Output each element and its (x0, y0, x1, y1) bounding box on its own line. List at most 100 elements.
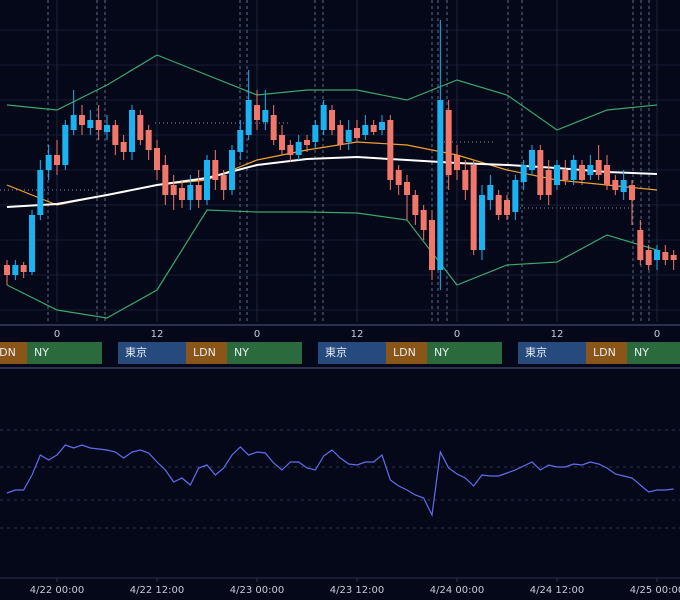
candle-body (287, 145, 294, 155)
candle-body (654, 250, 660, 260)
candle-body (37, 170, 44, 215)
candle-body (154, 148, 160, 170)
candle-body (62, 125, 69, 165)
candle-body (29, 215, 35, 272)
candle-body (170, 185, 177, 195)
session-label: 東京 (525, 345, 547, 359)
indicator-line (6, 54, 658, 131)
candle-body (362, 125, 369, 135)
candle-body (95, 120, 102, 130)
session-block (427, 342, 502, 364)
candle-body (4, 265, 10, 275)
candle-body (529, 150, 535, 170)
candle-body (404, 182, 410, 195)
level-lines (0, 122, 635, 209)
session-block (386, 342, 427, 364)
x-tick-label: 4/22 00:00 (30, 585, 84, 596)
candle-body (504, 200, 510, 215)
session-block (586, 342, 627, 364)
candle-body (462, 170, 469, 190)
candle-body (345, 130, 352, 142)
candle-body (262, 110, 269, 122)
candle-body (612, 180, 619, 190)
candle-body (670, 255, 677, 260)
candle-body (379, 122, 385, 130)
session-label: LDN (0, 346, 16, 359)
candle-body (420, 210, 427, 230)
candle-body (87, 120, 94, 128)
candle-body (620, 180, 627, 192)
candle-body (495, 195, 502, 215)
candle-body (454, 155, 460, 170)
candle-body (337, 125, 344, 145)
candle-body (579, 165, 585, 180)
session-label: NY (434, 346, 449, 359)
session-label: NY (234, 346, 249, 359)
candle-body (320, 105, 327, 130)
candle-body (629, 185, 635, 200)
indicator-line (6, 209, 658, 319)
rsi-guides (0, 429, 680, 529)
session-label: LDN (393, 346, 416, 359)
candle-body (145, 130, 152, 150)
session-block (318, 342, 386, 364)
candle-body (112, 125, 119, 145)
candle-body (662, 252, 669, 260)
x-tick-label: 4/25 00:00 (630, 585, 680, 596)
x-tick-label: 4/23 12:00 (330, 585, 384, 596)
candle-body (254, 105, 260, 120)
session-block (518, 342, 586, 364)
session-label: NY (634, 346, 649, 359)
candle-body (237, 130, 244, 152)
candle-body (395, 170, 402, 185)
candle-body (370, 125, 377, 132)
x-tick-label: 4/24 12:00 (530, 585, 584, 596)
candle-body (645, 250, 652, 265)
candle-body (587, 165, 594, 175)
candle-body (479, 195, 485, 250)
x-tick-label: 12 (551, 329, 564, 340)
candle-body (12, 265, 19, 275)
candle-body (45, 155, 52, 170)
candle-body (20, 265, 27, 272)
session-block (627, 342, 680, 364)
candle-body (270, 115, 277, 140)
candle-body (120, 142, 127, 152)
session-label: 東京 (325, 345, 347, 359)
session-label: 東京 (125, 345, 147, 359)
candle-body (204, 160, 210, 200)
candle-body (304, 140, 310, 145)
session-label: LDN (593, 346, 616, 359)
candle-body (470, 165, 477, 250)
candle-body (212, 160, 219, 180)
candle-body (604, 165, 610, 185)
candle-body (487, 185, 494, 200)
candle-body (187, 185, 194, 200)
x-tick-label: 4/22 12:00 (130, 585, 184, 596)
candle-body (562, 170, 569, 180)
candle-body (412, 195, 419, 215)
session-block (118, 342, 186, 364)
candle-body (279, 135, 285, 150)
candle-body (104, 125, 110, 132)
candle-body (137, 115, 144, 140)
candle-body (129, 110, 135, 152)
x-tick-label: 0 (654, 329, 660, 340)
x-tick-label: 0 (254, 329, 260, 340)
candle-body (245, 100, 252, 135)
candle-body (179, 188, 185, 200)
candle-body (229, 150, 235, 190)
session-block (27, 342, 102, 364)
candle-body (554, 165, 560, 185)
candle-body (79, 115, 85, 125)
x-tick-label: 4/23 00:00 (230, 585, 284, 596)
candle-body (512, 180, 519, 212)
candle-body (570, 160, 577, 180)
candle-body (429, 220, 435, 270)
rsi-line (6, 444, 674, 518)
candle-body (520, 165, 527, 182)
candle-body (195, 185, 202, 200)
x-tick-label: 0 (454, 329, 460, 340)
session-block (227, 342, 302, 364)
